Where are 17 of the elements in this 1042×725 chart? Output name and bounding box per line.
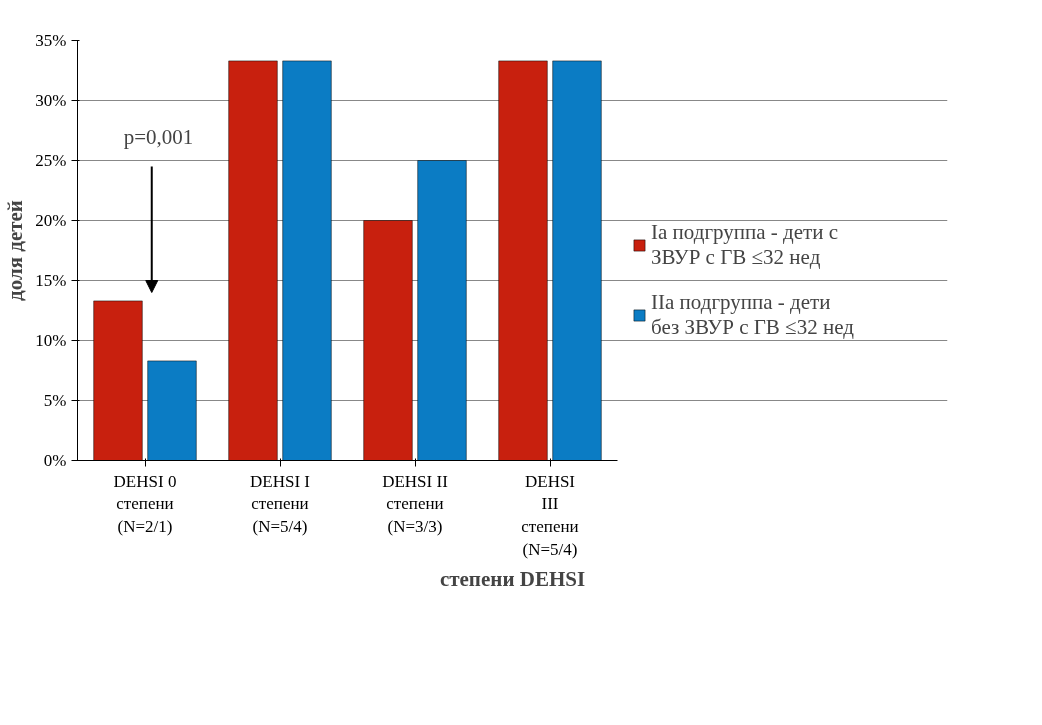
y-tick-label: 0% [43, 451, 67, 470]
y-tick-label: 25% [35, 151, 67, 170]
y-tick-label: 10% [35, 331, 67, 350]
y-tick-label: 5% [43, 391, 67, 410]
x-tick-label: DEHSI II степени (N=3/3) [382, 471, 449, 537]
legend-label: Ia подгруппа - дети с ЗВУР с ГВ ≤32 нед [651, 220, 839, 270]
x-axis-title: степени DEHSI [439, 566, 586, 591]
annotation: p=0,001 [123, 124, 194, 149]
y-axis-title: доля детей [3, 200, 28, 301]
y-tick-label: 15% [35, 271, 67, 290]
y-tick-label: 20% [35, 211, 67, 230]
x-tick-label: DEHSI I степени (N=5/4) [250, 471, 311, 537]
x-tick-label: DEHSI III степени (N=5/4) [521, 471, 579, 559]
y-tick-label: 30% [35, 91, 67, 110]
legend-label: IIa подгруппа - дети без ЗВУР с ГВ ≤32 нед [651, 290, 854, 340]
x-tick-label: DEHSI 0 степени (N=2/1) [113, 471, 177, 537]
y-tick-label: 35% [35, 31, 67, 50]
